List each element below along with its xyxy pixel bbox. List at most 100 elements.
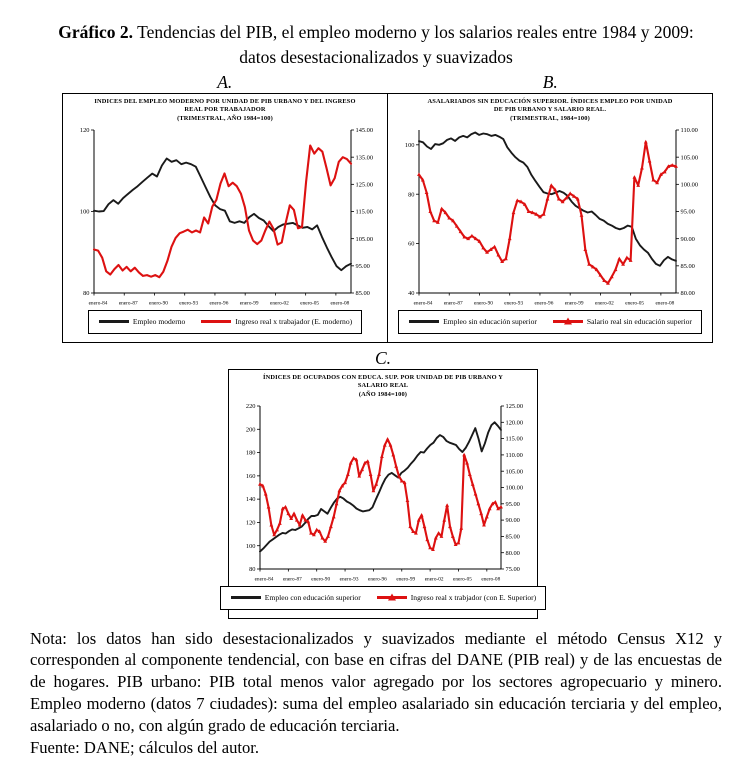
svg-text:enero-87: enero-87 <box>283 576 302 582</box>
legend-label: Empleo con educación superior <box>264 593 361 603</box>
figure-caption: Gráfico 2. Tendencias del PIB, el empleo… <box>54 20 699 70</box>
svg-text:80.00: 80.00 <box>506 549 520 556</box>
svg-text:95.00: 95.00 <box>506 501 520 508</box>
chart-a: 80 100 120 85.00 95.00 105.00 115.00 125.00 135.… <box>80 127 374 306</box>
legend-label: Empleo moderno <box>132 317 186 327</box>
svg-text:enero-96: enero-96 <box>210 300 229 306</box>
svg-text:80: 80 <box>83 290 89 297</box>
svg-text:90.00: 90.00 <box>681 235 695 242</box>
svg-text:enero-02: enero-02 <box>425 576 444 582</box>
svg-text:100: 100 <box>246 542 256 549</box>
svg-text:110.00: 110.00 <box>506 452 523 459</box>
red-marker-line-swatch <box>552 313 584 331</box>
legend-label: Salario real sin educación superior <box>586 317 692 327</box>
svg-text:enero-96: enero-96 <box>368 576 387 582</box>
svg-text:enero-96: enero-96 <box>535 300 554 306</box>
panel-b-legend: Empleo sin educación superior Salario re… <box>398 309 702 334</box>
svg-text:100.00: 100.00 <box>681 181 699 188</box>
figure-source: Fuente: DANE; cálculos del autor. <box>30 738 260 758</box>
legend-entry: Ingreso real x trabajador (E. moderno) <box>200 313 352 331</box>
svg-text:125.00: 125.00 <box>506 403 524 410</box>
svg-text:enero-02: enero-02 <box>595 300 614 306</box>
panel-c: ÍNDICES DE OCUPADOS CON EDUCA. SUP. POR … <box>219 368 547 619</box>
panel-c-legend: Empleo con educación superior Ingreso re… <box>219 585 547 610</box>
svg-text:145.00: 145.00 <box>356 127 374 134</box>
svg-text:120.00: 120.00 <box>506 419 524 426</box>
svg-text:105.00: 105.00 <box>506 468 524 475</box>
panels-ab-row: INDICES DEL EMPLEO MODERNO POR UNIDAD DE… <box>62 92 713 343</box>
svg-text:enero-90: enero-90 <box>149 300 168 306</box>
panel-a-title: INDICES DEL EMPLEO MODERNO POR UNIDAD DE… <box>94 97 356 122</box>
svg-text:75.00: 75.00 <box>506 566 520 573</box>
svg-text:115.00: 115.00 <box>356 208 373 215</box>
legend-label: Empleo sin educación superior <box>443 317 537 327</box>
svg-text:enero-99: enero-99 <box>565 300 584 306</box>
svg-text:enero-84: enero-84 <box>89 300 108 306</box>
chart-b: 40 60 80 100 80.00 85.00 90.00 95.00 100.00 105.0… <box>405 127 699 306</box>
svg-text:enero-05: enero-05 <box>453 576 472 582</box>
svg-text:85.00: 85.00 <box>356 290 370 297</box>
panel-labels-row: A. B. <box>62 72 713 93</box>
svg-text:120: 120 <box>246 519 256 526</box>
svg-text:80: 80 <box>408 191 414 198</box>
black-line-swatch <box>408 313 440 331</box>
svg-text:enero-05: enero-05 <box>625 300 644 306</box>
svg-text:enero-99: enero-99 <box>396 576 415 582</box>
svg-text:180: 180 <box>246 449 256 456</box>
svg-text:100: 100 <box>405 142 415 149</box>
svg-text:enero-02: enero-02 <box>270 300 289 306</box>
svg-text:85.00: 85.00 <box>506 533 520 540</box>
svg-text:enero-08: enero-08 <box>330 300 349 306</box>
svg-text:140: 140 <box>246 496 256 503</box>
svg-text:95.00: 95.00 <box>681 208 695 215</box>
red-line-swatch <box>200 313 232 331</box>
svg-text:enero-87: enero-87 <box>444 300 463 306</box>
figure-title: Tendencias del PIB, el empleo moderno y … <box>133 22 694 67</box>
svg-text:enero-08: enero-08 <box>655 300 674 306</box>
panel-b-title: ASALARIADOS SIN EDUCACIÓN SUPERIOR. ÍNDI… <box>427 97 673 122</box>
svg-text:85.00: 85.00 <box>681 263 695 270</box>
svg-text:enero-93: enero-93 <box>340 576 359 582</box>
svg-text:200: 200 <box>246 426 256 433</box>
svg-text:115.00: 115.00 <box>506 435 523 442</box>
svg-text:135.00: 135.00 <box>356 154 374 161</box>
legend-entry: Empleo con educación superior <box>230 589 361 607</box>
panel-a-legend: Empleo moderno Ingreso real x trabajador… <box>87 309 363 334</box>
red-marker-line-swatch <box>376 589 408 607</box>
panel-b: ASALARIADOS SIN EDUCACIÓN SUPERIOR. ÍNDI… <box>388 92 713 343</box>
svg-text:enero-87: enero-87 <box>119 300 138 306</box>
svg-text:110.00: 110.00 <box>681 127 698 134</box>
svg-text:125.00: 125.00 <box>356 181 374 188</box>
figure-note: Nota: los datos han sido desestacionaliz… <box>30 628 722 735</box>
svg-text:enero-99: enero-99 <box>240 300 259 306</box>
figure-number: Gráfico 2. <box>58 22 134 42</box>
svg-text:95.00: 95.00 <box>356 263 370 270</box>
svg-text:100.00: 100.00 <box>506 484 524 491</box>
svg-text:160: 160 <box>246 473 256 480</box>
svg-text:105.00: 105.00 <box>681 154 699 161</box>
svg-text:220: 220 <box>246 403 256 410</box>
legend-label: Ingreso real x trabajador (E. moderno) <box>235 317 353 327</box>
svg-text:120: 120 <box>80 127 90 134</box>
svg-text:80.00: 80.00 <box>681 290 695 297</box>
svg-text:40: 40 <box>408 290 414 297</box>
svg-text:enero-05: enero-05 <box>300 300 319 306</box>
legend-label: Ingreso real x trabjador (con E. Superio… <box>410 593 537 603</box>
svg-text:enero-93: enero-93 <box>504 300 523 306</box>
legend-entry: Ingreso real x trabjador (con E. Superio… <box>376 589 536 607</box>
svg-text:enero-08: enero-08 <box>481 576 500 582</box>
legend-entry: Empleo sin educación superior <box>408 313 537 331</box>
black-line-swatch <box>98 313 130 331</box>
svg-text:enero-84: enero-84 <box>414 300 433 306</box>
legend-entry: Empleo moderno <box>98 313 186 331</box>
panel-c-title: ÍNDICES DE OCUPADOS CON EDUCA. SUP. POR … <box>262 373 504 398</box>
panel-label-b: B. <box>542 71 558 92</box>
svg-text:enero-90: enero-90 <box>311 576 330 582</box>
svg-text:105.00: 105.00 <box>356 235 374 242</box>
chart-c: 80 100 120 140 160 180 200 220 75.00 80.00 85.00 90… <box>246 403 524 582</box>
svg-text:enero-84: enero-84 <box>255 576 274 582</box>
svg-text:80: 80 <box>249 566 255 573</box>
panel-a: INDICES DEL EMPLEO MODERNO POR UNIDAD DE… <box>62 92 388 343</box>
svg-text:enero-93: enero-93 <box>179 300 198 306</box>
legend-entry: Salario real sin educación superior <box>552 313 692 331</box>
